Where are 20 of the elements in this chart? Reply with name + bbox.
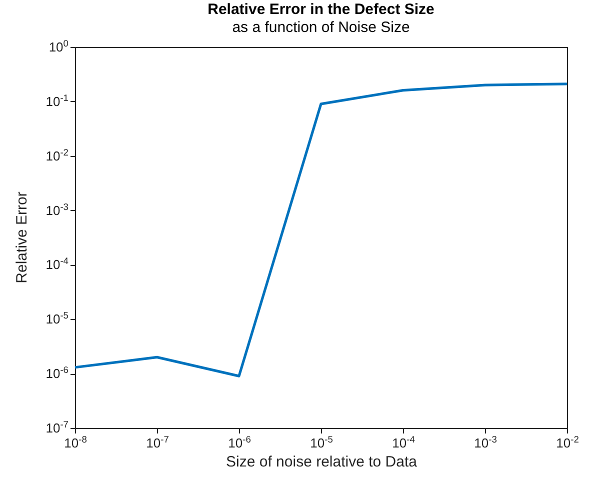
y-tick-label: 10$^{-5}$	[46, 310, 68, 327]
y-tick-label: 10$^{-2}$	[46, 147, 68, 164]
y-tick-label: 10$^{-7}$	[46, 420, 68, 436]
x-axis-title: Size of noise relative to Data	[226, 454, 418, 470]
y-tick-label: 10$^{-1}$	[46, 92, 68, 109]
x-tick-label: 10$^{-6}$	[228, 434, 251, 450]
y-tick-label: 10$^{0}$	[48, 38, 68, 54]
x-tick-label: 10$^{-4}$	[392, 434, 415, 450]
y-tick-label: 10$^{-4}$	[46, 256, 68, 272]
y-tick-label: 10$^{-3}$	[46, 202, 68, 218]
y-axis-title: Relative Error	[14, 192, 30, 284]
x-tick-label: 10$^{-2}$	[556, 434, 579, 450]
chart-subtitle: as a function of Noise Size	[232, 19, 410, 36]
chart-title: Relative Error in the Defect Size	[208, 1, 434, 18]
x-tick-label: 10$^{-3}$	[474, 434, 497, 450]
x-tick-label: 10$^{-8}$	[64, 434, 87, 450]
x-tick-label: 10$^{-5}$	[310, 434, 333, 450]
y-tick-label: 10$^{-6}$	[46, 365, 68, 382]
line-series	[74, 82, 568, 378]
x-tick-label: 10$^{-7}$	[146, 434, 169, 450]
